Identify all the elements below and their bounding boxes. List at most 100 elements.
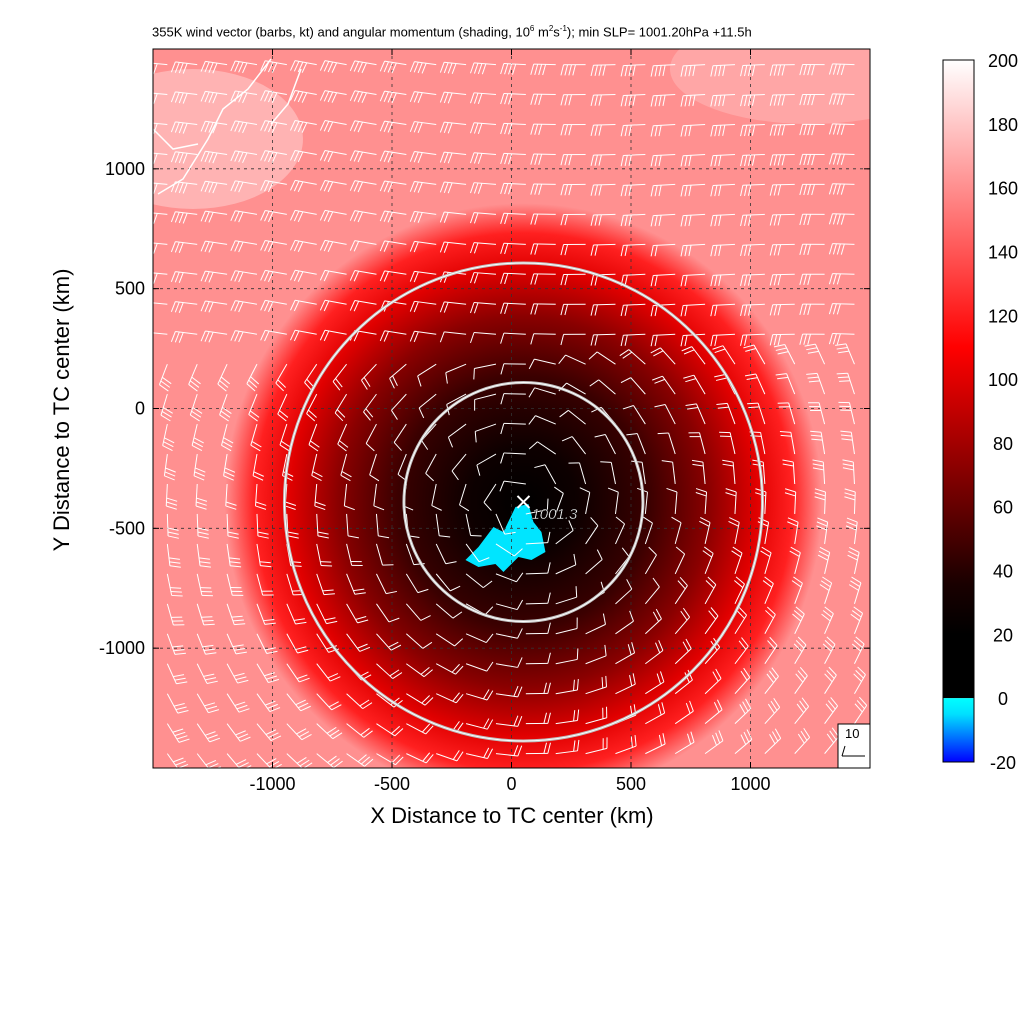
wind-barb xyxy=(728,517,740,545)
wind-barb xyxy=(850,606,864,634)
wind-barb xyxy=(316,753,343,768)
wind-barb xyxy=(439,211,467,223)
wind-barb xyxy=(226,723,251,742)
wind-barb xyxy=(200,330,228,343)
wind-barb xyxy=(286,693,311,712)
wind-barb xyxy=(316,723,343,740)
wind-barb xyxy=(290,239,317,252)
wind-barb xyxy=(568,462,587,485)
wind-barb xyxy=(230,270,258,283)
wind-barb xyxy=(170,331,198,343)
wind-barb xyxy=(162,423,175,451)
wind-barb xyxy=(439,61,467,74)
wind-barb xyxy=(615,673,636,695)
wind-barb xyxy=(525,712,551,725)
wind-barb xyxy=(474,393,497,411)
wind-barb xyxy=(189,393,203,422)
wind-barb xyxy=(787,517,799,544)
wind-barb xyxy=(560,153,586,166)
wind-barb xyxy=(554,486,564,515)
wind-barb xyxy=(525,562,551,575)
wind-barb xyxy=(674,731,695,755)
wind-barb xyxy=(744,373,766,395)
wind-barb xyxy=(256,693,281,713)
wind-barb xyxy=(409,270,437,283)
wind-barb xyxy=(734,729,753,755)
wind-barb xyxy=(226,633,247,655)
wind-barb xyxy=(710,303,735,317)
wind-barb xyxy=(853,666,866,694)
wind-barb xyxy=(340,453,352,482)
wind-barb xyxy=(311,453,323,481)
wind-barb xyxy=(740,94,765,107)
wind-barb xyxy=(495,715,523,727)
colorbar-tick-label: 160 xyxy=(988,179,1018,199)
wind-barb xyxy=(499,480,526,492)
wind-barb xyxy=(740,273,765,287)
wind-barb xyxy=(166,663,188,685)
wind-barb xyxy=(200,210,228,223)
wind-barb xyxy=(528,387,556,398)
wind-barb xyxy=(469,331,497,344)
wind-barb xyxy=(196,633,217,655)
wind-barb xyxy=(804,343,826,365)
wind-barb xyxy=(685,403,706,425)
wind-barb xyxy=(254,483,267,510)
wind-barb xyxy=(260,239,287,253)
wind-barb xyxy=(260,329,287,342)
wind-barb xyxy=(710,183,735,197)
radius-circle-inner xyxy=(403,381,644,622)
wind-barb xyxy=(530,63,556,76)
wind-barb xyxy=(528,415,556,425)
wind-barb xyxy=(196,603,215,626)
wind-barb xyxy=(760,546,772,575)
wind-barb xyxy=(376,573,397,595)
colorbar-tick-label: 200 xyxy=(988,51,1018,71)
wind-barb xyxy=(230,150,258,164)
wind-barb xyxy=(620,94,646,107)
wind-barb xyxy=(469,62,497,75)
wind-barb xyxy=(764,636,778,665)
wind-barb xyxy=(200,120,228,134)
wind-barb xyxy=(319,60,347,73)
wind-barb xyxy=(200,150,228,164)
wind-barb xyxy=(560,94,586,106)
wind-barb xyxy=(473,363,497,380)
wind-barb xyxy=(710,94,735,107)
wind-barb xyxy=(170,61,198,74)
wind-barb xyxy=(799,333,825,345)
wind-barb xyxy=(622,405,646,425)
wind-barb xyxy=(379,150,407,163)
wind-barb xyxy=(376,633,402,651)
wind-barb xyxy=(650,183,676,197)
colorbar-negative xyxy=(943,698,974,762)
wind-barb xyxy=(773,344,796,365)
wind-barb xyxy=(530,243,556,255)
wind-barb xyxy=(316,513,329,539)
wind-barb xyxy=(252,453,264,481)
wind-barb xyxy=(589,379,616,395)
wind-barb xyxy=(769,273,795,286)
wind-barb xyxy=(349,150,377,163)
wind-barb xyxy=(620,183,646,197)
wind-barb xyxy=(645,702,666,725)
wind-barb xyxy=(153,272,168,284)
wind-barb xyxy=(769,213,795,226)
wind-barb xyxy=(170,121,198,134)
wind-barb xyxy=(680,183,706,197)
colorbar-tick-label: 0 xyxy=(998,689,1008,709)
wind-barb xyxy=(409,61,437,74)
wind-barb xyxy=(469,182,497,194)
wind-barb xyxy=(346,513,359,539)
wind-barb xyxy=(389,363,407,389)
wind-barb xyxy=(530,213,556,225)
wind-barb xyxy=(799,64,825,76)
wind-barb xyxy=(465,718,494,730)
wind-barb xyxy=(349,240,377,252)
wind-barb xyxy=(817,546,831,574)
wind-barb xyxy=(600,461,616,485)
wind-barb xyxy=(579,487,591,515)
wind-barb xyxy=(525,622,551,635)
wind-barb xyxy=(319,239,347,252)
wind-barb xyxy=(854,696,868,724)
